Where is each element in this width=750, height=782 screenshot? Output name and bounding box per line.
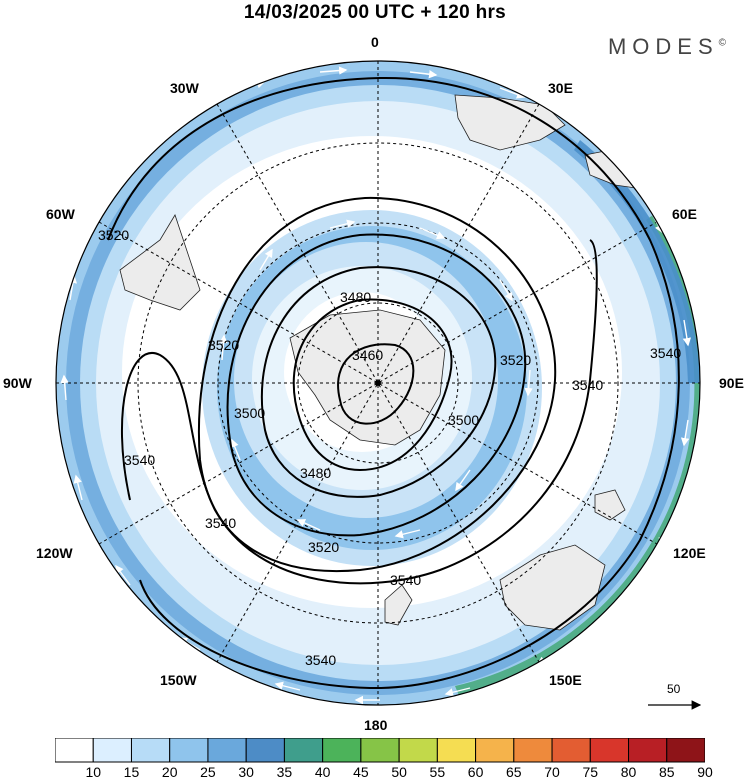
contour-label: 3480 [340, 289, 371, 305]
colorbar-tick-label: 40 [314, 764, 331, 780]
colorbar-tick-label: 15 [123, 764, 140, 780]
contour-label: 3520 [308, 539, 339, 555]
contour-label: 3540 [390, 572, 421, 588]
contour-label: 3540 [205, 515, 236, 531]
lon-label-180: 180 [364, 717, 388, 733]
graticule [56, 61, 700, 705]
colorbar-swatch [398, 738, 438, 763]
colorbar-swatch [55, 738, 94, 763]
height-contours [107, 76, 680, 690]
colorbar-tick-label: 75 [582, 764, 599, 780]
colorbar-tick-label: 10 [85, 764, 102, 780]
colorbar-swatch [130, 738, 171, 763]
contour-label: 3460 [352, 347, 383, 363]
colorbar-tick-label: 60 [467, 764, 484, 780]
lon-label-90w: 90W [3, 375, 32, 391]
contour-label: 3520 [98, 227, 129, 243]
colorbar-swatch [169, 738, 209, 763]
contour-label: 3480 [300, 465, 331, 481]
colorbar-swatch [245, 738, 285, 763]
lon-label-0: 0 [371, 34, 379, 50]
lon-label-60w: 60W [46, 206, 75, 222]
colorbar-tick-label: 80 [620, 764, 637, 780]
pole-dot [375, 380, 381, 386]
colorbar-swatch [513, 738, 553, 763]
lon-label-60e: 60E [672, 206, 697, 222]
contour-label: 3500 [234, 405, 265, 421]
colorbar-tick-label: 25 [200, 764, 216, 780]
colorbar-tick-label: 35 [276, 764, 293, 780]
colorbar-swatch [436, 738, 477, 763]
polar-map: 3460 3480 3480 3500 3500 3520 3520 3520 … [55, 60, 702, 710]
colorbar [55, 738, 705, 763]
colorbar-tick-label: 70 [544, 764, 560, 780]
colorbar-swatch [207, 738, 247, 763]
colorbar-swatch [589, 738, 630, 763]
colorbar-tick-label: 20 [161, 764, 178, 780]
contour-label: 3520 [208, 337, 239, 353]
lon-label-30e: 30E [548, 80, 573, 96]
lon-label-150w: 150W [160, 672, 197, 688]
colorbar-swatch [92, 738, 132, 763]
contour-label: 3500 [448, 412, 479, 428]
contour-label: 3540 [305, 652, 336, 668]
colorbar-swatch [666, 738, 705, 763]
map-title: 14/03/2025 00 UTC + 120 hrs [243, 2, 507, 23]
modes-logo: MODES© [607, 34, 726, 59]
colorbar-tick-label: 85 [658, 764, 675, 780]
contour-label: 3540 [572, 377, 603, 393]
contour-label: 3540 [124, 452, 155, 468]
colorbar-swatch [322, 738, 362, 763]
colorbar-swatch [360, 738, 400, 763]
lon-label-30w: 30W [170, 80, 199, 96]
lon-label-120w: 120W [36, 545, 73, 561]
lon-label-120e: 120E [673, 545, 706, 561]
colorbar-swatch [551, 738, 591, 763]
wind-reference-value: 50 [667, 682, 681, 696]
colorbar-tick-label: 55 [429, 764, 446, 780]
colorbar-tick-label: 45 [353, 764, 369, 780]
colorbar-tick-label: 50 [391, 764, 407, 780]
colorbar-swatch [283, 738, 324, 763]
colorbar-tick-label: 30 [238, 764, 254, 780]
lon-label-90e: 90E [719, 375, 744, 391]
lon-label-150e: 150E [549, 672, 582, 688]
colorbar-tick-label: 65 [506, 764, 522, 780]
colorbar-swatch [475, 738, 515, 763]
contour-label: 3540 [650, 345, 681, 361]
contour-label: 3520 [500, 352, 531, 368]
colorbar-swatch [628, 738, 668, 763]
colorbar-tick-label: 90 [697, 764, 713, 780]
